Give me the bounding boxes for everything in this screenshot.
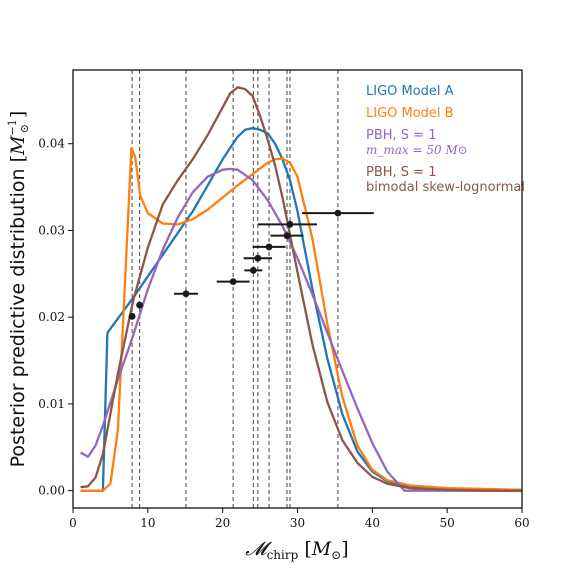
event-marker-8 (286, 220, 294, 228)
event-marker-3 (229, 278, 237, 286)
x-axis-ticks: 0 10 20 30 40 50 60 (69, 508, 530, 530)
y-axis-title: Posterior predictive distribution [M−1⊙] (6, 111, 31, 468)
series-line-model_b (80, 146, 522, 492)
y-tick-label-1: 0.01 (38, 397, 65, 411)
series-lines (79, 86, 522, 492)
x-tick-label-3: 30 (290, 516, 305, 530)
y-tick-label-0: 0.00 (38, 484, 65, 498)
x-tick-label-4: 40 (365, 516, 380, 530)
legend-label-model_a: LIGO Model A (366, 84, 454, 99)
legend-sublabel-pbh_bimodal: bimodal skew-lognormal (366, 180, 525, 195)
series-line-pbh_mmax (79, 167, 522, 492)
series-line-pbh_bimodal (80, 86, 522, 492)
event-point-2 (174, 290, 198, 298)
event-point-3 (216, 278, 250, 286)
legend-label-pbh_mmax: PBH, S = 1 (366, 128, 436, 143)
event-marker-2 (182, 290, 190, 298)
x-tick-label-5: 50 (440, 516, 455, 530)
x-tick-label-1: 10 (140, 516, 155, 530)
x-tick-label-2: 20 (215, 516, 230, 530)
event-marker-7 (283, 232, 291, 240)
y-tick-label-2: 0.02 (38, 310, 65, 324)
y-tick-label-4: 0.04 (38, 137, 65, 151)
legend-sublabel-pbh_mmax: m_max = 50 M⊙ (366, 143, 468, 157)
event-marker-1 (136, 301, 144, 309)
event-marker-6 (265, 243, 273, 251)
event-marker-0 (128, 312, 136, 320)
event-markers (128, 209, 374, 320)
event-point-0 (128, 312, 136, 320)
legend-label-pbh_bimodal: PBH, S = 1 (366, 165, 436, 180)
event-marker-5 (254, 254, 262, 262)
event-marker-4 (249, 266, 257, 274)
event-point-6 (252, 243, 286, 251)
y-tick-label-3: 0.03 (38, 223, 65, 237)
event-point-1 (136, 301, 144, 309)
x-tick-label-6: 60 (514, 516, 529, 530)
event-point-7 (270, 232, 304, 240)
event-point-9 (301, 209, 374, 217)
x-tick-label-0: 0 (69, 516, 77, 530)
event-point-8 (257, 220, 317, 228)
x-axis-title: 𝓜chirp [M⊙] (245, 538, 348, 562)
event-point-4 (244, 266, 263, 274)
y-axis-ticks: 0.00 0.01 0.02 0.03 0.04 (38, 137, 73, 498)
legend-label-model_b: LIGO Model B (366, 106, 454, 121)
event-point-5 (243, 254, 273, 262)
event-marker-9 (334, 209, 342, 217)
